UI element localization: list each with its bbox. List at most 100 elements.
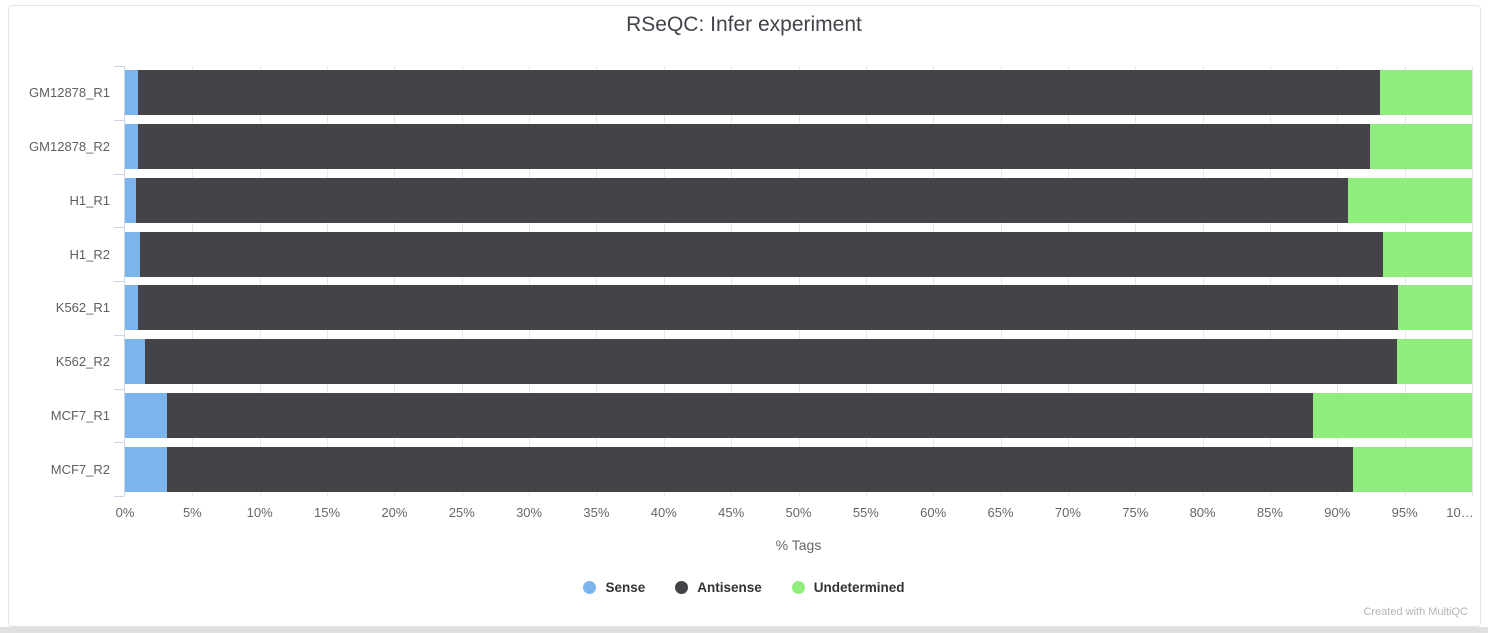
y-axis-tick	[114, 496, 124, 497]
y-axis-labels: GM12878_R1 GM12878_R2 H1_R1 H1_R2 K562_R1 K56…	[0, 66, 110, 496]
x-axis-title: % Tags	[775, 537, 822, 553]
bar-segment-undetermined[interactable]	[1369, 124, 1472, 170]
y-axis-label: GM12878_R1	[29, 85, 110, 101]
y-axis-tick	[114, 442, 124, 444]
stacked-bar	[125, 285, 1472, 331]
bar-segment-sense[interactable]	[125, 285, 139, 331]
legend-item-sense[interactable]: Sense	[583, 580, 645, 595]
bar-segment-sense[interactable]	[125, 446, 167, 492]
x-axis-tick-label: 30%	[516, 505, 543, 520]
stacked-bar	[125, 339, 1472, 385]
gridline	[1135, 66, 1137, 496]
x-axis-tick-label: 10%	[246, 505, 273, 520]
bar-segment-sense[interactable]	[125, 124, 139, 170]
y-axis-tick	[114, 227, 124, 229]
bar-segment-antisense[interactable]	[138, 285, 1398, 331]
x-axis-tick-label: 0%	[115, 505, 135, 520]
gridline	[461, 66, 463, 496]
y-axis-label: H1_R1	[69, 192, 110, 208]
y-axis-label: H1_R2	[69, 246, 110, 262]
y-axis-tick	[114, 173, 124, 175]
x-axis-tick-labels: 0% 5% 10% 15% 20% 25% 30% 35% 40% 45% 50% 55% 60% 65%…	[116, 505, 1474, 525]
y-axis-tick	[114, 119, 124, 121]
bar-segment-sense[interactable]	[125, 231, 140, 277]
bar-segment-antisense[interactable]	[138, 70, 1381, 116]
legend-marker-undetermined-icon	[791, 581, 805, 594]
bar-segment-undetermined[interactable]	[1380, 70, 1472, 116]
gridline	[1472, 66, 1473, 496]
bar-row	[125, 227, 1472, 281]
bar-segment-antisense[interactable]	[135, 177, 1349, 223]
bar-segment-sense[interactable]	[125, 392, 167, 438]
bar-segment-antisense[interactable]	[139, 231, 1384, 277]
x-axis-tick-label: 10…	[1446, 505, 1474, 520]
gridline	[1337, 66, 1339, 496]
legend: Sense Antisense Undetermined	[0, 580, 1488, 595]
x-axis-tick-label: 60%	[920, 505, 947, 520]
x-axis-tick-label: 15%	[314, 505, 341, 520]
x-axis-tick-label: 25%	[448, 505, 475, 520]
bar-segment-sense[interactable]	[125, 177, 136, 223]
stacked-bar	[125, 124, 1472, 170]
plot-area	[114, 66, 1473, 497]
x-axis-tick-label: 35%	[583, 505, 610, 520]
y-axis-label: GM12878_R2	[29, 139, 110, 155]
x-axis-tick-label: 45%	[718, 505, 745, 520]
y-axis-label: K562_R2	[55, 354, 110, 370]
category-axis-line	[124, 66, 125, 496]
bar-segment-undetermined[interactable]	[1348, 177, 1472, 223]
legend-label: Sense	[605, 580, 646, 595]
y-axis-label: MCF7_R2	[50, 461, 110, 477]
bar-segment-sense[interactable]	[125, 70, 139, 116]
bar-segment-undetermined[interactable]	[1353, 446, 1472, 492]
stacked-bar	[125, 177, 1472, 223]
stacked-bar	[125, 392, 1472, 438]
bar-rows	[125, 66, 1472, 496]
gridline	[192, 66, 194, 496]
gridline	[933, 66, 935, 496]
x-axis-tick-label: 85%	[1256, 505, 1283, 520]
legend-marker-sense-icon	[583, 581, 597, 594]
chart-title: RSeQC: Infer experiment	[626, 13, 862, 36]
gridline	[529, 66, 531, 496]
y-axis-tick	[114, 281, 124, 282]
bar-row	[125, 174, 1472, 228]
bar-segment-undetermined[interactable]	[1313, 392, 1472, 438]
x-axis-tick-label: 90%	[1324, 505, 1351, 520]
x-axis-tick-label: 50%	[785, 505, 812, 520]
stacked-bar	[125, 70, 1472, 116]
bar-segment-antisense[interactable]	[145, 339, 1397, 385]
stacked-bar	[125, 446, 1472, 492]
x-axis-tick-label: 70%	[1054, 505, 1081, 520]
gridline	[394, 66, 396, 496]
y-axis-tick	[114, 334, 124, 336]
bar-segment-undetermined[interactable]	[1396, 339, 1472, 385]
x-axis-tick-label: 75%	[1122, 505, 1149, 520]
bar-segment-undetermined[interactable]	[1397, 285, 1472, 331]
legend-item-undetermined[interactable]: Undetermined	[791, 580, 905, 595]
y-axis-label: MCF7_R1	[50, 407, 110, 423]
y-axis-tick	[114, 66, 124, 67]
stacked-bar	[125, 231, 1472, 277]
gridline	[1404, 66, 1406, 496]
legend-label: Antisense	[697, 580, 762, 595]
credit-text: Created with MultiQC	[1363, 606, 1468, 618]
legend-marker-antisense-icon	[675, 581, 689, 594]
bar-segment-undetermined[interactable]	[1383, 231, 1472, 277]
bar-segment-antisense[interactable]	[166, 446, 1354, 492]
horizontal-scrollbar[interactable]	[0, 627, 1488, 633]
bar-row	[125, 120, 1472, 174]
bar-segment-sense[interactable]	[125, 339, 146, 385]
bar-segment-antisense[interactable]	[166, 392, 1314, 438]
bar-row	[125, 389, 1472, 443]
gridline	[1067, 66, 1069, 496]
x-axis-tick-label: 5%	[182, 505, 202, 520]
y-axis-tick	[114, 388, 124, 390]
x-axis-tick-label: 80%	[1189, 505, 1216, 520]
x-axis-tick-label: 95%	[1391, 505, 1418, 520]
gridline	[596, 66, 598, 496]
bar-segment-antisense[interactable]	[138, 124, 1370, 170]
gridline	[731, 66, 733, 496]
legend-item-antisense[interactable]: Antisense	[675, 580, 762, 595]
x-axis-tick-label: 65%	[987, 505, 1014, 520]
